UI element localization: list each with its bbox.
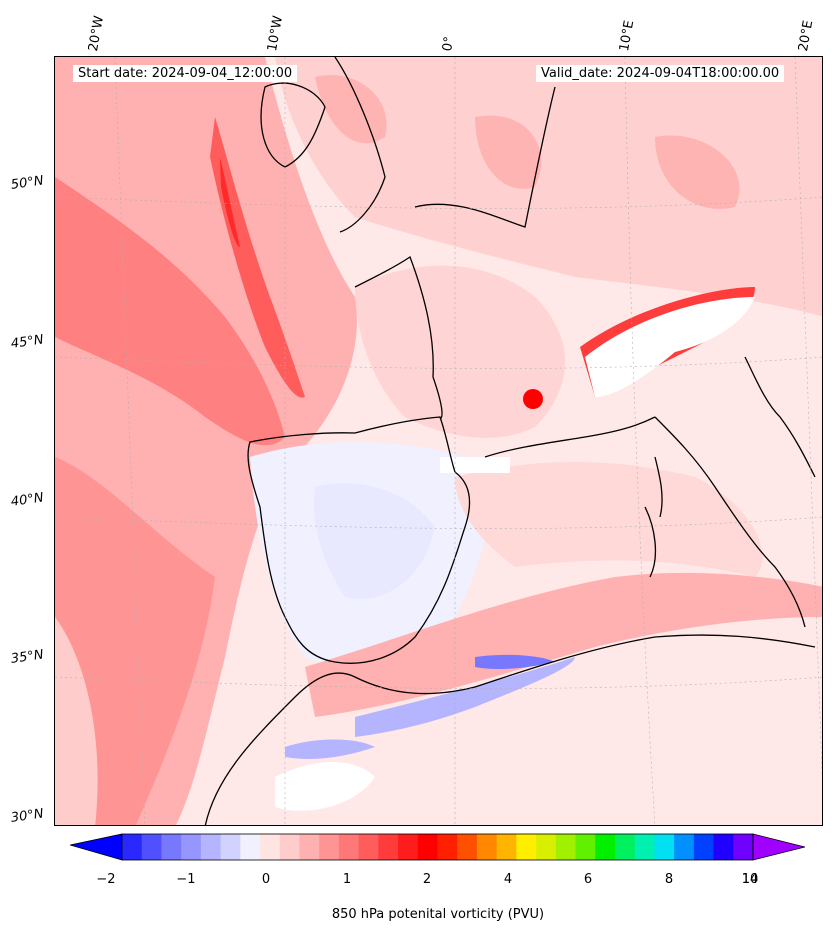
colorbar-under-triangle bbox=[70, 833, 123, 861]
lon-label-20e: 20°E bbox=[796, 19, 817, 53]
colorbar-segment bbox=[122, 834, 143, 860]
pv-jet-streak bbox=[210, 117, 305, 398]
lat-label-40n: 40°N bbox=[10, 490, 45, 510]
colorbar-segment bbox=[575, 834, 596, 860]
colorbar-segment bbox=[398, 834, 419, 860]
colorbar-segment bbox=[674, 834, 695, 860]
pv-med-band bbox=[305, 572, 822, 717]
coast-corsica bbox=[654, 456, 663, 518]
colorbar-segment bbox=[161, 834, 182, 860]
colorbar-segment bbox=[654, 834, 675, 860]
colorbar-tick-label: 6 bbox=[583, 872, 593, 887]
graticule bbox=[55, 57, 822, 825]
lat-label-50n: 50°N bbox=[10, 173, 45, 193]
pv-africa-blue-2 bbox=[475, 654, 555, 670]
valid-date-label: Valid_date: 2024-09-04T18:00:00.00 bbox=[536, 65, 785, 82]
pv-pyrenees-mask bbox=[440, 457, 510, 473]
pv-north-europe bbox=[275, 57, 822, 317]
colorbar-segment bbox=[634, 834, 655, 860]
colorbar-segment bbox=[595, 834, 616, 860]
colorbar bbox=[70, 833, 805, 861]
colorbar-segment bbox=[260, 834, 281, 860]
pv-atlantic-core bbox=[55, 177, 285, 446]
colorbar-segment bbox=[496, 834, 517, 860]
colorbar-tick-label: 0 bbox=[261, 872, 271, 887]
colorbar-segment bbox=[457, 834, 478, 860]
colorbar-tick-label: 10 bbox=[741, 872, 759, 887]
pv-field-map bbox=[55, 57, 822, 825]
coast-iberia bbox=[247, 416, 471, 664]
pv-jet-core bbox=[220, 157, 240, 247]
pv-africa-blue-3 bbox=[285, 739, 375, 759]
colorbar-segment bbox=[437, 834, 458, 860]
pv-north-blobs bbox=[315, 75, 740, 209]
colorbar-segment bbox=[181, 834, 202, 860]
colorbar-tick-label: 1 bbox=[342, 872, 352, 887]
colorbar-tick-label: 8 bbox=[664, 872, 674, 887]
colorbar-segment bbox=[200, 834, 222, 860]
pv-africa-mask bbox=[275, 762, 375, 811]
colorbar-tick-label: −2 bbox=[96, 872, 116, 887]
pv-med-light bbox=[455, 462, 763, 577]
lon-label-20w: 20°W bbox=[86, 14, 108, 53]
pv-ocean-south bbox=[55, 457, 215, 825]
pv-lyon-peak bbox=[523, 389, 543, 409]
colorbar-segment bbox=[693, 834, 715, 860]
colorbar-segment bbox=[733, 834, 754, 860]
coast-africa bbox=[204, 634, 816, 825]
pv-africa-blue bbox=[355, 657, 575, 737]
coastlines bbox=[204, 57, 816, 825]
colorbar-segment bbox=[555, 834, 577, 860]
colorbar-tick-label: 14 bbox=[741, 872, 759, 887]
pv-france bbox=[355, 265, 565, 438]
lon-label-10w: 10°W bbox=[265, 14, 287, 53]
colorbar-tick-label: 2 bbox=[422, 872, 432, 887]
colorbar-segment bbox=[338, 834, 360, 860]
pv-ocean-west bbox=[55, 617, 98, 825]
colorbar-segment bbox=[417, 834, 438, 860]
colorbar-segment bbox=[476, 834, 498, 860]
start-date-label: Start date: 2024-09-04_12:00:00 bbox=[73, 65, 298, 82]
colorbar-tick-label: 4 bbox=[503, 872, 513, 887]
colorbar-segment bbox=[713, 834, 734, 860]
colorbar-frame bbox=[121, 833, 754, 861]
coast-france bbox=[354, 256, 656, 458]
map-panel bbox=[54, 56, 823, 826]
lat-label-35n: 35°N bbox=[10, 647, 45, 667]
colorbar-tick-label: −1 bbox=[176, 872, 196, 887]
colorbar-segment bbox=[299, 834, 320, 860]
colorbar-segment bbox=[279, 834, 300, 860]
colorbar-over-triangle bbox=[752, 833, 805, 861]
coast-british-isles bbox=[260, 57, 386, 233]
lat-label-30n: 30°N bbox=[10, 806, 45, 826]
lat-label-45n: 45°N bbox=[10, 332, 45, 352]
colorbar-segment bbox=[220, 834, 241, 860]
colorbar-segment bbox=[378, 834, 399, 860]
coast-sardinia bbox=[644, 506, 657, 578]
colorbar-label: 850 hPa potenital vorticity (PVU) bbox=[331, 907, 545, 922]
colorbar-segment bbox=[240, 834, 261, 860]
colorbar-segment bbox=[358, 834, 379, 860]
pv-iberia-patch bbox=[314, 483, 435, 599]
alps-mask bbox=[585, 297, 755, 397]
colorbar-segment bbox=[516, 834, 537, 860]
lon-label-0: 0° bbox=[440, 35, 458, 53]
lon-label-10e: 10°E bbox=[617, 19, 638, 53]
colorbar-segment bbox=[141, 834, 162, 860]
colorbar-segment bbox=[319, 834, 340, 860]
colorbar-segment bbox=[536, 834, 557, 860]
colorbar-segment bbox=[614, 834, 636, 860]
coast-italy bbox=[654, 356, 816, 628]
coast-north-sea bbox=[414, 86, 556, 228]
